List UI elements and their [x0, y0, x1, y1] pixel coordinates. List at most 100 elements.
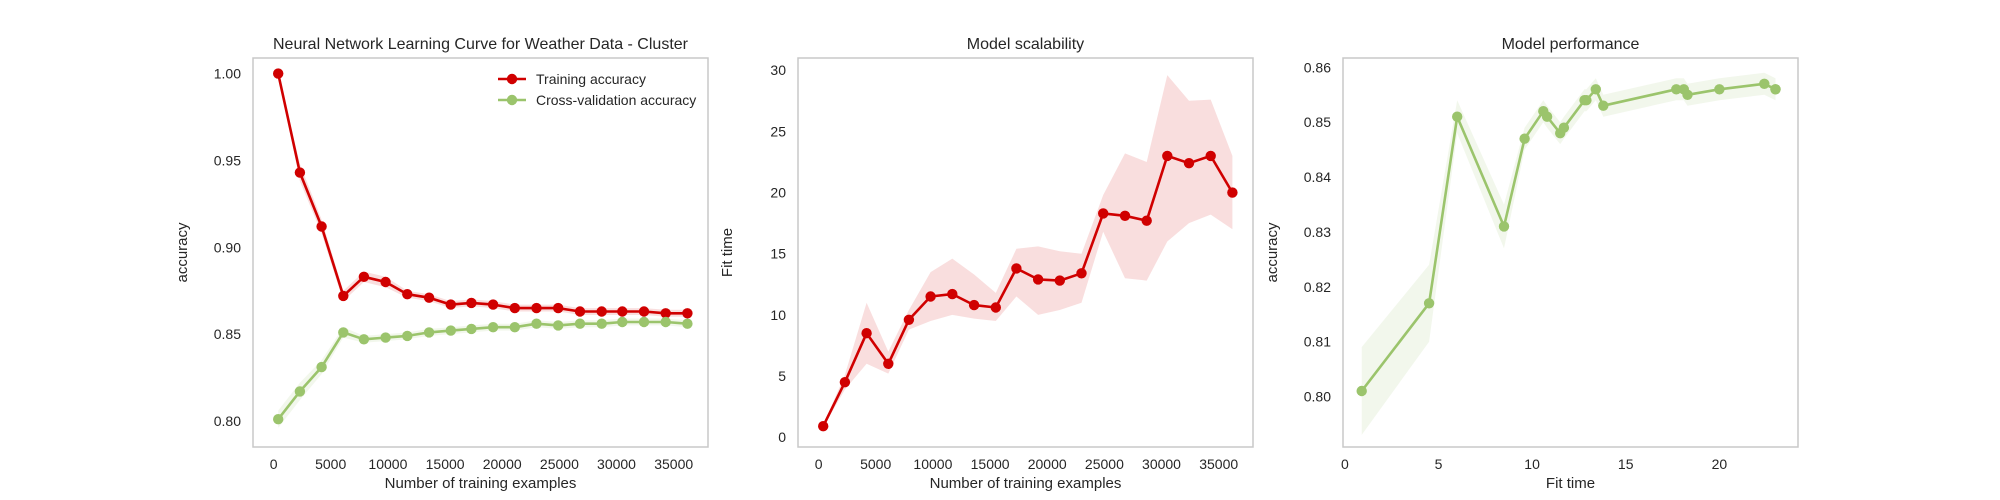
data-point: [903, 314, 915, 325]
data-point: [1356, 385, 1367, 397]
data-point: [1205, 150, 1216, 162]
data-point: [1183, 158, 1195, 169]
y-axis-label: accuracy: [174, 222, 191, 283]
data-point: [1498, 221, 1510, 232]
y-tick-label: 1.00: [214, 66, 241, 82]
data-point: [947, 288, 958, 300]
series-line: [277, 320, 688, 420]
data-point: [839, 377, 851, 388]
x-tick-label: 25000: [1085, 456, 1124, 472]
data-point: [509, 302, 520, 314]
data-point: [1119, 210, 1131, 221]
series-line: [822, 154, 1234, 427]
data-point: [380, 276, 391, 288]
data-point: [660, 316, 671, 328]
data-point: [509, 322, 520, 333]
data-point: [273, 68, 284, 79]
series-line: [276, 73, 688, 315]
x-tick-label: 5: [1435, 456, 1443, 472]
data-point: [660, 308, 671, 319]
data-point: [402, 289, 413, 300]
data-point: [1590, 84, 1602, 95]
legend: Training accuracy Cross-validation accura…: [498, 71, 696, 108]
x-tick-label: 30000: [597, 456, 636, 472]
x-tick-label: 35000: [1199, 456, 1238, 472]
data-point: [596, 306, 607, 317]
data-point: [1541, 111, 1553, 122]
x-tick-label: 0: [1341, 456, 1349, 472]
data-point: [1141, 215, 1152, 226]
data-point: [273, 414, 284, 425]
legend-label: Cross-validation accuracy: [536, 92, 696, 108]
data-point: [1558, 122, 1570, 133]
data-point: [1452, 111, 1463, 122]
data-point: [553, 302, 564, 314]
x-tick-label: 20000: [1028, 456, 1067, 472]
x-tick-label: 15000: [426, 456, 465, 472]
data-point: [466, 323, 477, 335]
data-point: [968, 299, 980, 311]
x-tick-label: 0: [815, 456, 823, 472]
data-point: [1759, 78, 1770, 90]
data-point: [861, 328, 872, 339]
data-point: [638, 306, 650, 317]
y-tick-label: 0: [778, 429, 786, 445]
data-point: [1714, 84, 1725, 95]
data-point: [423, 327, 435, 338]
data-point: [380, 332, 391, 343]
x-tick-label: 10000: [368, 456, 407, 472]
data-point: [358, 271, 370, 282]
x-tick-label: 10: [1524, 456, 1540, 472]
data-point: [531, 302, 542, 314]
x-axis-label: Number of training examples: [385, 475, 577, 492]
data-point: [883, 358, 894, 369]
legend-marker: [506, 73, 518, 85]
data-point: [423, 292, 435, 303]
data-point: [818, 421, 829, 432]
y-tick-label: 0.85: [214, 326, 241, 342]
data-point: [294, 386, 306, 397]
panel-2: 0 5000 10000 15000 20000 25000 30000 35000 0 5 10 1…: [719, 36, 1254, 492]
data-point: [338, 290, 349, 302]
data-point: [1227, 187, 1238, 198]
x-tick-label: 30000: [1142, 456, 1181, 472]
data-point: [316, 221, 327, 232]
data-point: [1598, 100, 1609, 111]
data-point: [553, 320, 564, 331]
y-tick-label: 0.85: [1304, 114, 1331, 130]
data-point: [487, 322, 499, 333]
data-point: [1581, 95, 1592, 106]
y-tick-label: 0.83: [1304, 224, 1331, 240]
data-point: [1032, 274, 1044, 285]
data-point: [1162, 150, 1173, 162]
x-axis-label: Fit time: [1546, 475, 1595, 492]
data-point: [1011, 263, 1022, 274]
y-tick-label: 0.81: [1304, 334, 1331, 350]
data-point: [682, 308, 693, 319]
data-point: [682, 318, 693, 329]
data-point: [1054, 275, 1066, 286]
chart-title: Model scalability: [967, 36, 1084, 53]
y-tick-label: 20: [770, 185, 786, 201]
data-point: [617, 306, 628, 317]
chart-title: Neural Network Learning Curve for Weathe…: [273, 36, 689, 53]
x-tick-label: 20: [1712, 456, 1728, 472]
data-point: [1682, 89, 1693, 101]
y-tick-label: 15: [770, 246, 786, 262]
axes-frame: [1342, 57, 1799, 448]
y-tick-label: 0.84: [1304, 169, 1331, 185]
data-point: [1098, 208, 1109, 219]
data-point: [294, 167, 306, 178]
data-point: [466, 297, 477, 309]
data-point: [358, 334, 370, 345]
data-point: [990, 302, 1001, 313]
x-tick-label: 15: [1618, 456, 1634, 472]
y-tick-label: 5: [778, 368, 786, 384]
x-tick-label: 15000: [971, 456, 1010, 472]
data-point: [574, 318, 586, 329]
x-tick-label: 10000: [913, 456, 952, 472]
data-point: [531, 318, 542, 329]
panel-3: 0 5 10 15 20 0.80 0.81 0.82 0.83 0.84 0.85 0.86 Mode…: [1264, 36, 1799, 492]
x-tick-label: 25000: [540, 456, 579, 472]
data-point: [638, 316, 650, 328]
